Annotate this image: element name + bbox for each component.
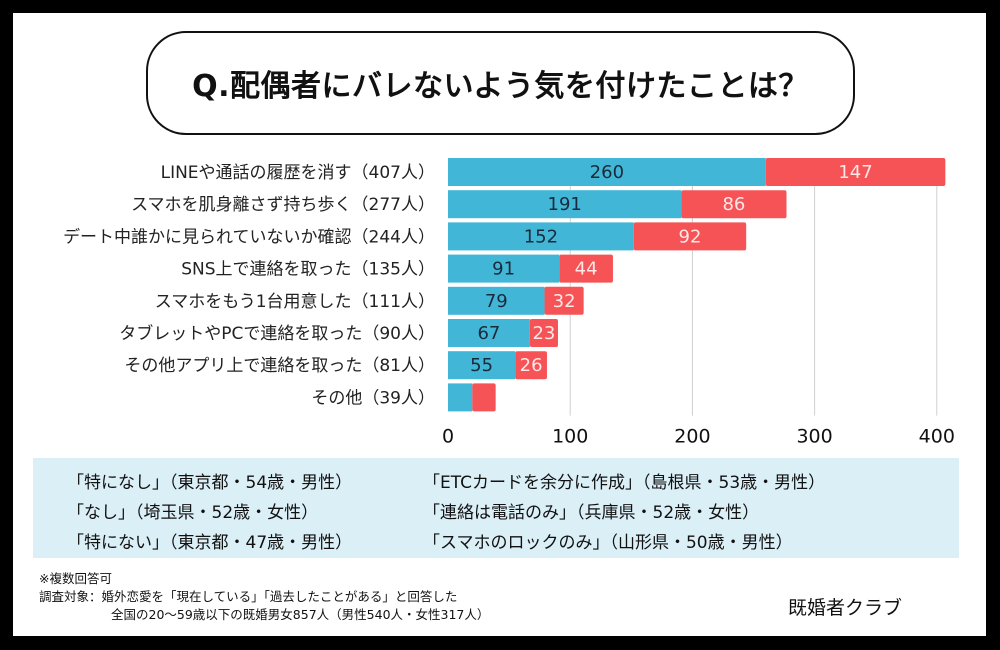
category-label: デート中誰かに見られていないか確認（244人） bbox=[63, 226, 435, 247]
bar-segment-blue bbox=[448, 158, 766, 186]
bar-segment-blue bbox=[448, 222, 634, 251]
data-label-red: 92 bbox=[679, 226, 702, 247]
multiple-answer-note: ※複数回答可 bbox=[39, 571, 112, 586]
bar-segment-red bbox=[515, 351, 547, 380]
quote-item: 「スマホのロックのみ」（山形県・50歳・男性） bbox=[423, 533, 793, 553]
x-tick-label: 200 bbox=[674, 426, 710, 448]
question-title-box: Q.配偶者にバレないよう気を付けたことは？ bbox=[146, 31, 855, 135]
data-label-blue: 260 bbox=[590, 162, 624, 183]
quote-item: 「ETCカードを余分に作成」（島根県・53歳・男性） bbox=[423, 473, 826, 493]
bar-segment-red bbox=[472, 383, 496, 412]
free-answer-box: 「特になし」（東京都・54歳・男性） 「なし」（埼玉県・52歳・女性） 「特にな… bbox=[33, 458, 959, 558]
data-label-red: 26 bbox=[520, 355, 543, 376]
data-label-blue: 152 bbox=[524, 226, 558, 247]
data-label-red: 147 bbox=[838, 162, 872, 183]
category-label: LINEや通話の履歴を消す（407人） bbox=[161, 163, 435, 183]
bar-segment-blue bbox=[448, 351, 516, 380]
x-tick-label: 100 bbox=[552, 426, 588, 448]
x-tick-label: 300 bbox=[796, 426, 832, 448]
bar-segment-red bbox=[633, 222, 747, 251]
data-label-red: 23 bbox=[532, 323, 555, 344]
category-label: その他（39人） bbox=[311, 388, 435, 408]
data-label-blue: 55 bbox=[470, 355, 493, 376]
bar-segment-blue bbox=[448, 286, 545, 315]
survey-notes: ※複数回答可 調査対象：婚外恋愛を「現在している」「過去したことがある」と回答し… bbox=[39, 570, 489, 624]
category-label: スマホを肌身離さず持ち歩く（277人） bbox=[131, 195, 435, 215]
bar-segment-blue bbox=[448, 190, 682, 219]
data-label-blue: 79 bbox=[485, 291, 508, 312]
infographic-panel: Q.配偶者にバレないよう気を付けたことは？ 260 147 LINEや通話の履歴を消… bbox=[13, 13, 986, 636]
bar-segment-red bbox=[559, 254, 613, 283]
data-label-red: 44 bbox=[575, 259, 598, 280]
data-label-blue: 91 bbox=[492, 259, 515, 280]
question-title: Q.配偶者にバレないよう気を付けたことは？ bbox=[192, 69, 809, 104]
quote-item: 「なし」（埼玉県・52歳・女性） bbox=[67, 503, 319, 523]
data-label-red: 32 bbox=[553, 291, 576, 312]
quote-item: 「特にない」（東京都・47歳・男性） bbox=[67, 533, 353, 553]
category-label: スマホをもう1台用意した（111人） bbox=[155, 292, 435, 312]
x-tick-label: 0 bbox=[442, 426, 454, 448]
category-label: その他アプリ上で連絡を取った（81人） bbox=[124, 356, 435, 376]
quote-item: 「連絡は電話のみ」（兵庫県・52歳・女性） bbox=[423, 503, 760, 523]
bar-segment-blue bbox=[448, 383, 473, 412]
data-label-red: 86 bbox=[722, 194, 745, 215]
bar-segment-red bbox=[544, 286, 584, 315]
category-label: SNS上で連絡を取った（135人） bbox=[181, 260, 435, 280]
data-label-blue: 191 bbox=[548, 194, 582, 215]
quote-item: 「特になし」（東京都・54歳・男性） bbox=[67, 473, 353, 493]
x-tick-label: 400 bbox=[919, 426, 955, 448]
bar-segment-blue bbox=[448, 254, 560, 283]
survey-target-line1: 調査対象：婚外恋愛を「現在している」「過去したことがある」と回答した bbox=[39, 589, 458, 604]
bar-segment-blue bbox=[448, 319, 530, 347]
bar-segment-red bbox=[681, 190, 787, 219]
data-label-blue: 67 bbox=[477, 323, 500, 344]
bar-segment-red bbox=[765, 158, 946, 186]
brand-logo-text: 既婚者クラブ bbox=[788, 597, 903, 619]
bar-segment-red bbox=[529, 319, 558, 347]
survey-target-line2: 全国の20〜59歳以下の既婚男女857人（男性540人・女性317人） bbox=[111, 607, 490, 622]
category-label: タブレットやPCで連絡を取った（90人） bbox=[119, 323, 435, 344]
